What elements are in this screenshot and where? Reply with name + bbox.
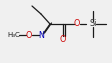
Text: O: O [26,30,32,40]
Text: Si: Si [89,20,97,28]
Text: O: O [74,20,80,28]
Text: O: O [60,35,66,44]
Text: N: N [38,30,44,40]
Text: H₃C: H₃C [8,32,20,38]
